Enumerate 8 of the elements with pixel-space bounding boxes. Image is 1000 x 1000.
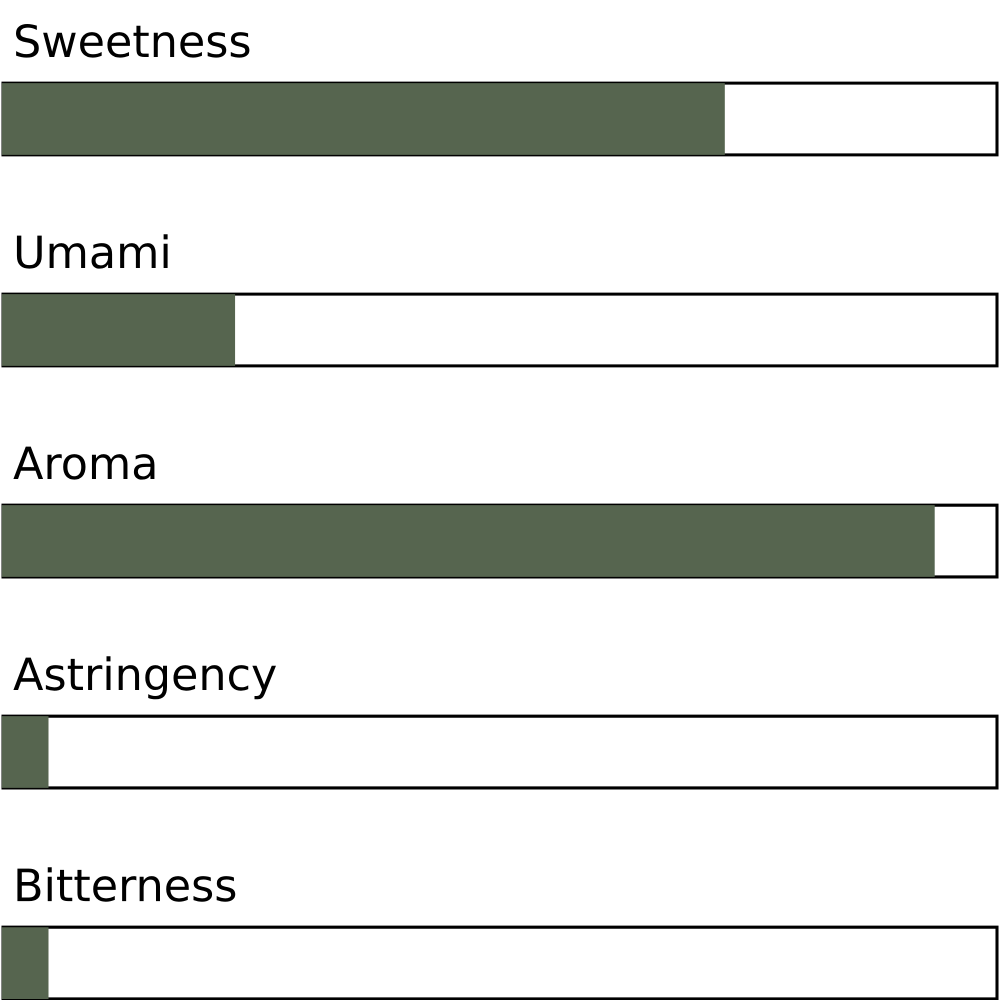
y-tick-label: Umami xyxy=(16,234,168,269)
y-tick-label: Aroma xyxy=(13,446,154,480)
bar xyxy=(2,294,236,366)
y-tick-label: Astringency xyxy=(13,656,276,700)
y-tick-label: Bitterness xyxy=(17,867,236,902)
y-tick-label: Sweetness xyxy=(16,24,250,58)
bar xyxy=(2,927,49,999)
bar xyxy=(2,716,49,788)
